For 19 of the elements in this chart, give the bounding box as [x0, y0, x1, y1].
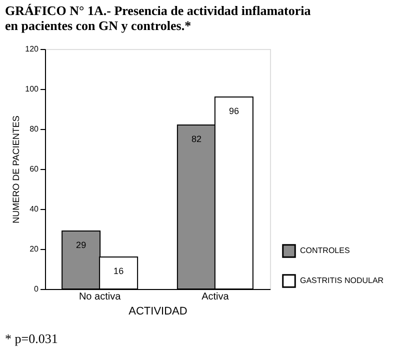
- y-tick-label: 60: [30, 164, 40, 174]
- y-tick-label: 120: [25, 44, 40, 54]
- y-tick-label: 0: [34, 284, 40, 294]
- legend-label: CONTROLES: [300, 246, 350, 255]
- chart-title: GRÁFICO N° 1A.- Presencia de actividad inflamatoria en pacientes con GN y controles.*: [5, 3, 312, 33]
- data-label: 82: [191, 134, 202, 144]
- text: * p=0.031: [5, 331, 58, 346]
- x-axis-title: ACTIVIDAD: [128, 306, 188, 318]
- y-tick-label: 40: [30, 204, 40, 214]
- data-label: 29: [76, 240, 86, 250]
- y-tick-label: 80: [30, 124, 40, 134]
- data-label: 16: [114, 266, 124, 276]
- legend-label: GASTRITIS NODULAR: [300, 276, 384, 285]
- y-tick-label: 20: [30, 244, 40, 254]
- data-label: 96: [228, 106, 239, 116]
- y-tick-label: 100: [25, 84, 40, 94]
- y-axis-title: NUMERO DE PACIENTES: [11, 116, 22, 224]
- x-tick-label: Activa: [202, 292, 230, 302]
- x-tick-label: No activa: [78, 292, 122, 302]
